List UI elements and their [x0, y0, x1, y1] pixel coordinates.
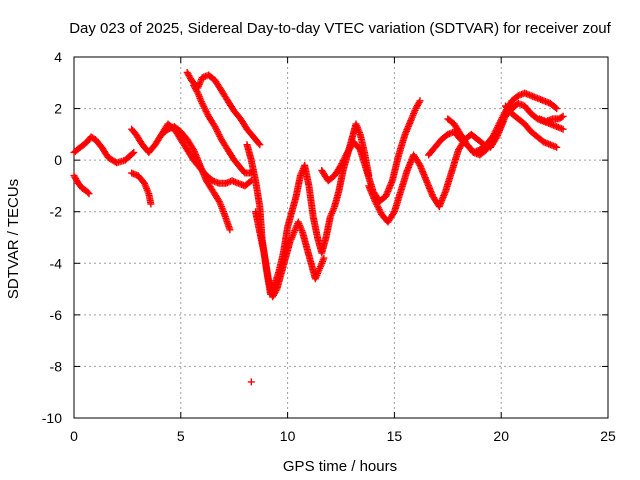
data-point [130, 148, 138, 156]
x-axis-label: GPS time / hours [283, 458, 397, 475]
data-points [70, 69, 567, 386]
y-tick-label: -4 [50, 255, 63, 271]
data-point [199, 101, 207, 109]
plot-frame [73, 56, 609, 419]
data-point [129, 150, 137, 157]
data-point [559, 125, 567, 133]
data-point [341, 153, 349, 161]
data-point [338, 160, 346, 168]
data-point [390, 209, 397, 217]
data-point [198, 99, 206, 107]
data-point [469, 148, 477, 156]
data-point [339, 158, 347, 166]
data-point [226, 226, 234, 234]
data-point [374, 202, 382, 210]
y-axis-label: SDTVAR / TECUs [5, 179, 22, 299]
data-point [255, 139, 263, 147]
data-point [210, 177, 218, 185]
y-tick-label: 4 [54, 49, 62, 65]
data-point [496, 124, 504, 132]
x-tick-label: 10 [280, 428, 296, 444]
data-point [212, 124, 220, 132]
data-point [211, 123, 219, 131]
data-point [556, 124, 564, 132]
y-tick-label: 0 [54, 152, 62, 168]
data-point [416, 97, 424, 105]
data-point [543, 98, 551, 106]
chart-title: Day 023 of 2025, Sidereal Day-to-day VTE… [69, 20, 611, 37]
data-point [375, 206, 383, 213]
data-point [522, 90, 530, 98]
data-point [559, 112, 567, 120]
data-point [320, 254, 328, 262]
x-tick-label: 15 [387, 428, 403, 444]
data-point [376, 207, 384, 215]
data-point [497, 122, 505, 130]
y-tick-label: -10 [42, 410, 62, 426]
x-tick-label: 25 [600, 428, 616, 444]
data-point [553, 143, 561, 151]
data-point [225, 178, 233, 186]
data-point [339, 157, 347, 164]
data-point [500, 116, 508, 123]
data-point [215, 131, 223, 139]
x-tick-label: 20 [493, 428, 509, 444]
data-point [256, 141, 264, 149]
data-point [216, 132, 224, 140]
data-point [553, 123, 561, 131]
data-point [147, 200, 155, 208]
data-point [85, 190, 93, 198]
data-point [499, 117, 507, 125]
data-point [247, 378, 255, 386]
data-point [553, 105, 561, 113]
data-point [495, 125, 503, 133]
data-point [415, 98, 423, 106]
data-point [213, 128, 221, 135]
data-point [498, 120, 505, 128]
data-point [84, 188, 92, 196]
data-point [230, 177, 238, 185]
data-point [200, 103, 208, 111]
y-tick-label: -8 [50, 358, 63, 374]
data-point [272, 287, 280, 295]
data-point [552, 104, 559, 111]
data-point [214, 129, 222, 137]
data-point [203, 109, 211, 117]
x-tick-label: 0 [70, 428, 78, 444]
y-tick-label: -6 [50, 307, 63, 323]
data-point [202, 108, 210, 115]
data-point [342, 152, 350, 160]
data-point [532, 94, 540, 102]
x-tick-label: 5 [177, 428, 185, 444]
y-tick-label: 2 [54, 101, 62, 117]
data-point [371, 197, 379, 205]
data-point [193, 88, 201, 96]
data-point [373, 201, 381, 209]
data-point [337, 161, 345, 169]
data-point [518, 90, 525, 98]
data-point [372, 199, 380, 207]
data-point [558, 113, 566, 121]
data-point [201, 106, 209, 114]
y-tick-label: -2 [50, 204, 63, 220]
